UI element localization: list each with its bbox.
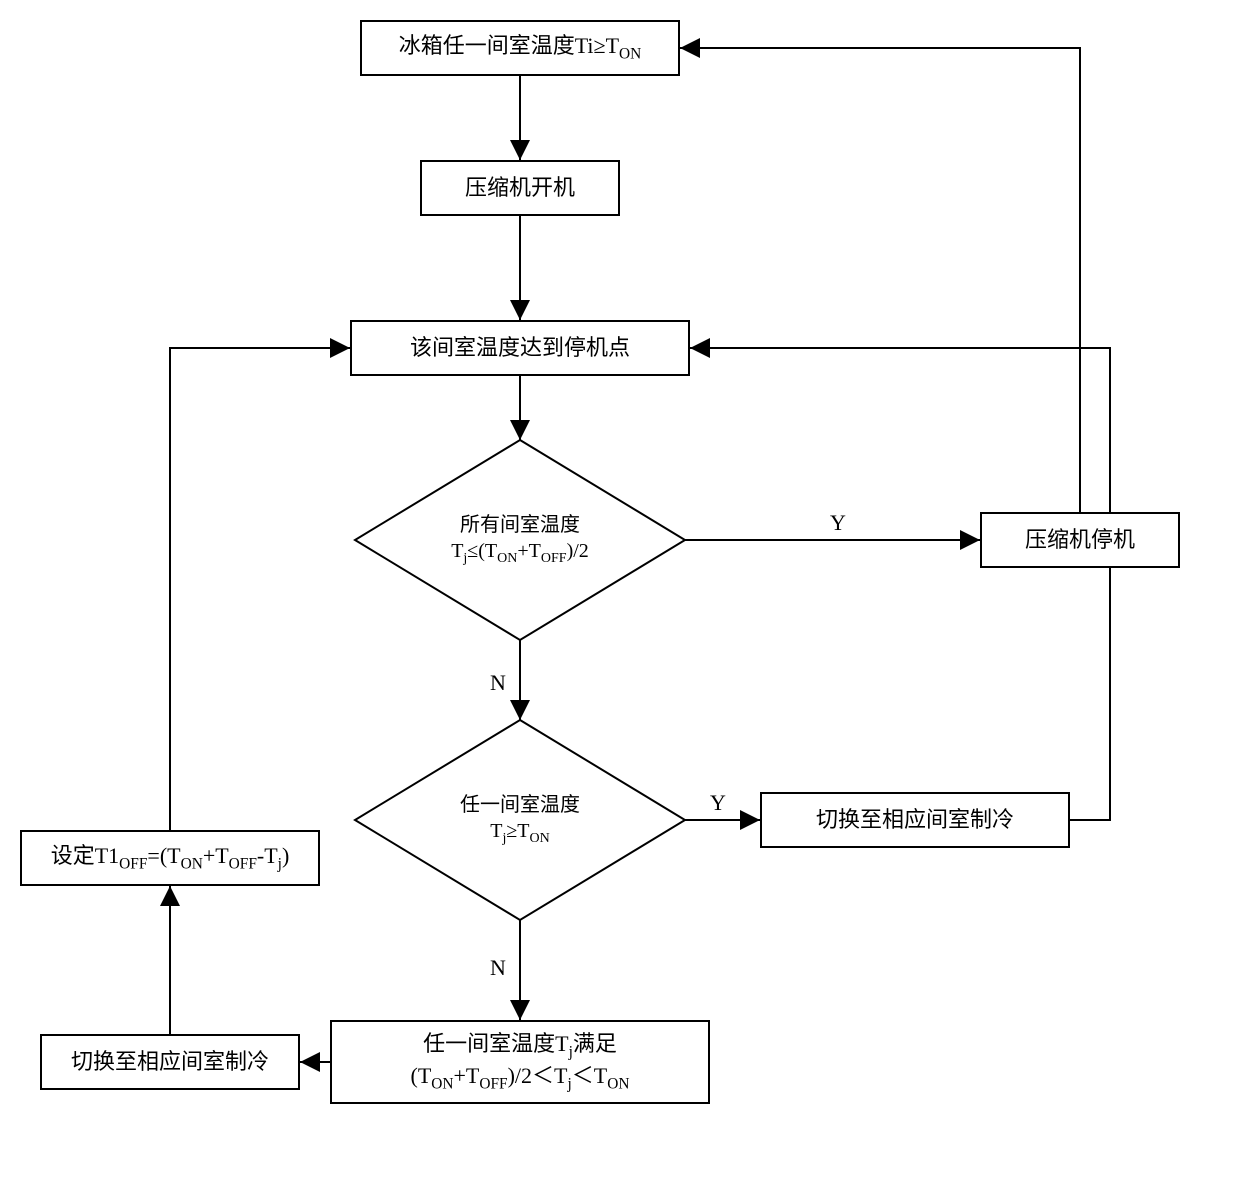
node-set-t1off: 设定T1OFF=(TON+TOFF-Tj) xyxy=(20,830,320,886)
label-n2: N xyxy=(490,955,506,981)
node-switch-cooling-right: 切换至相应间室制冷 xyxy=(760,792,1070,848)
node-compressor-off: 压缩机停机 xyxy=(980,512,1180,568)
decision-1-text: 所有间室温度 Tj≤(TON+TOFF)/2 xyxy=(355,440,685,640)
node-start: 冰箱任一间室温度Ti≥TON xyxy=(360,20,680,76)
node-compressor-on-text: 压缩机开机 xyxy=(465,174,575,203)
label-y1: Y xyxy=(830,510,846,536)
node-condition-range-line2: (TON+TOFF)/2＜Tj＜TON xyxy=(411,1062,630,1094)
node-condition-range-line1: 任一间室温度Tj满足 xyxy=(423,1030,617,1062)
node-switch-cooling-left-text: 切换至相应间室制冷 xyxy=(71,1048,269,1077)
node-compressor-off-text: 压缩机停机 xyxy=(1025,526,1135,555)
label-y2: Y xyxy=(710,790,726,816)
node-switch-cooling-left: 切换至相应间室制冷 xyxy=(40,1034,300,1090)
label-n1: N xyxy=(490,670,506,696)
node-reach-stop-text: 该间室温度达到停机点 xyxy=(410,334,630,363)
decision-2-text: 任一间室温度 Tj≥TON xyxy=(355,720,685,920)
node-condition-range: 任一间室温度Tj满足 (TON+TOFF)/2＜Tj＜TON xyxy=(330,1020,710,1104)
node-switch-cooling-right-text: 切换至相应间室制冷 xyxy=(816,806,1014,835)
node-set-t1off-text: 设定T1OFF=(TON+TOFF-Tj) xyxy=(51,842,290,874)
node-compressor-on: 压缩机开机 xyxy=(420,160,620,216)
node-reach-stop: 该间室温度达到停机点 xyxy=(350,320,690,376)
node-start-text: 冰箱任一间室温度Ti≥TON xyxy=(399,32,642,64)
